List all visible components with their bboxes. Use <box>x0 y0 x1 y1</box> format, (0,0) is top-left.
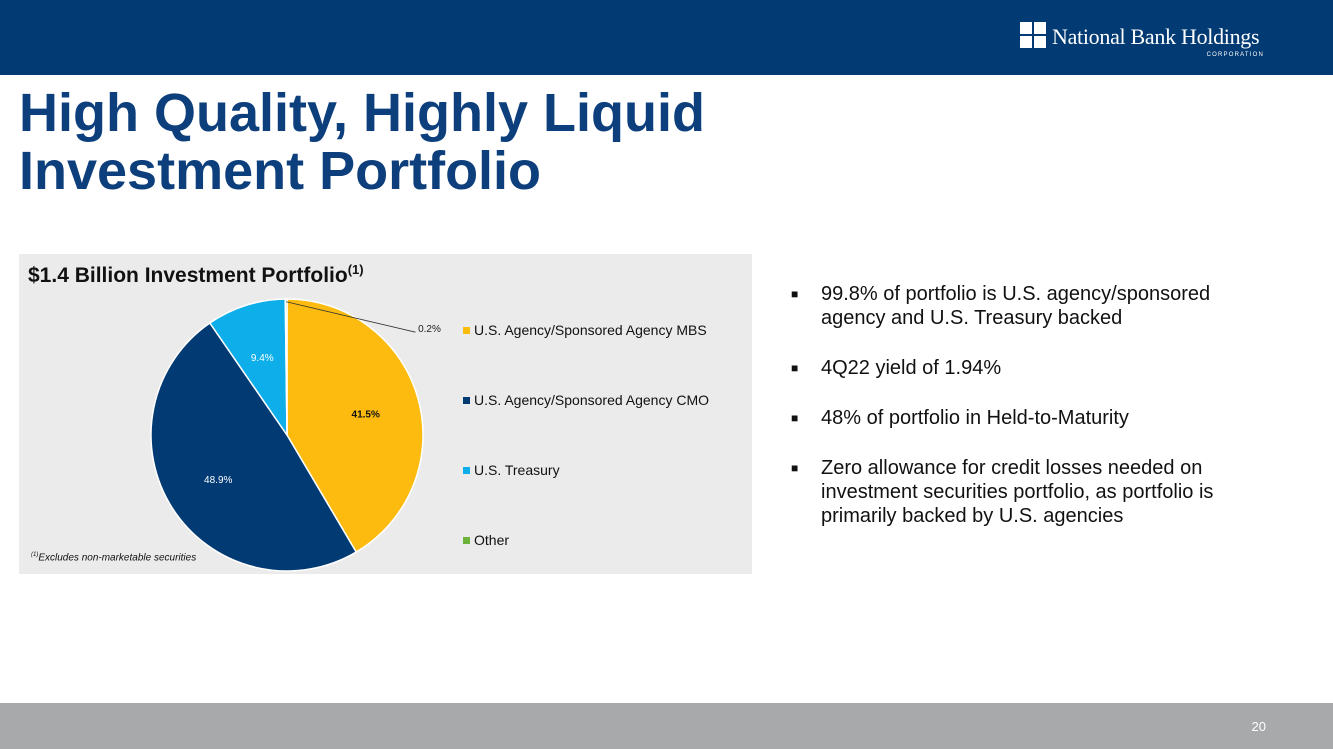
logo-squares-icon <box>1020 22 1046 48</box>
legend-label: U.S. Treasury <box>474 462 560 478</box>
bullet-text: Zero allowance for credit losses needed … <box>821 457 1214 527</box>
bullet-text: 4Q22 yield of 1.94% <box>821 357 1002 379</box>
bullet-item: ■ Zero allowance for credit losses needed… <box>789 456 1259 528</box>
bullet-text: 99.8% of portfolio is U.S. agency/sponso… <box>821 283 1211 329</box>
footnote: (1)Excludes non-marketable securities <box>31 552 196 563</box>
pie-slice-other <box>284 298 288 436</box>
footnote-marker: (1) <box>31 552 39 558</box>
legend-item-other: Other <box>463 532 509 548</box>
bullet-square-icon: ■ <box>791 361 799 375</box>
bullet-item: ■ 99.8% of portfolio is U.S. agency/spons… <box>789 282 1259 330</box>
bullet-square-icon: ■ <box>791 287 799 301</box>
legend-label: U.S. Agency/Sponsored Agency CMO <box>474 392 710 408</box>
legend-swatch <box>463 396 470 404</box>
footnote-text: Excludes non-marketable securities <box>38 552 197 564</box>
bullet-text: 48% of portfolio in Held-to-Maturity <box>821 407 1129 429</box>
legend-item-cmo: U.S. Agency/Sponsored Agency CMO <box>463 392 709 408</box>
page-title: High Quality, Highly Liquid Investment P… <box>19 84 705 200</box>
bullet-item: ■ 4Q22 yield of 1.94% <box>789 356 1259 380</box>
chart-title-text: $1.4 Billion Investment Portfolio <box>28 264 348 287</box>
header-bar: National Bank Holdings CORPORATION <box>0 0 1333 75</box>
legend-item-treasury: U.S. Treasury <box>463 462 560 478</box>
bullet-square-icon: ■ <box>791 411 799 425</box>
company-logo: National Bank Holdings CORPORATION <box>1020 20 1270 64</box>
pie-label-mbs: 41.5% <box>352 409 380 420</box>
legend-label: Other <box>474 532 510 548</box>
pie-label-cmo: 48.9% <box>204 475 232 486</box>
pie-chart: 41.5% 48.9% 9.4% 0.2% <box>150 298 441 572</box>
page-title-line2: Investment Portfolio <box>19 141 542 201</box>
logo-subtitle: CORPORATION <box>1206 52 1264 58</box>
pie-slice-treasury <box>208 298 288 438</box>
legend-swatch <box>463 466 470 474</box>
legend-item-mbs: U.S. Agency/Sponsored Agency MBS <box>463 322 707 338</box>
chart-panel: $1.4 Billion Investment Portfolio(1) 41.… <box>19 254 752 574</box>
chart-title: $1.4 Billion Investment Portfolio(1) <box>28 262 364 288</box>
bullet-square-icon: ■ <box>791 461 799 475</box>
logo-name: National Bank Holdings <box>1052 24 1260 49</box>
legend-label: U.S. Agency/Sponsored Agency MBS <box>474 322 707 338</box>
chart-title-superscript: (1) <box>347 262 364 277</box>
page-title-line1: High Quality, Highly Liquid <box>19 83 705 143</box>
pie-slice-mbs <box>286 298 424 554</box>
key-points-list: ■ 99.8% of portfolio is U.S. agency/spons… <box>789 282 1259 554</box>
bullet-item: ■ 48% of portfolio in Held-to-Maturity <box>789 406 1259 430</box>
pie-callout-line-other <box>286 301 416 333</box>
legend-swatch <box>463 536 470 544</box>
page-number: 20 <box>1251 719 1266 734</box>
legend-swatch <box>463 326 470 334</box>
footer-bar: 20 <box>0 703 1333 749</box>
pie-label-treasury: 9.4% <box>251 353 274 364</box>
pie-slice-cmo <box>150 321 358 572</box>
pie-label-other: 0.2% <box>418 324 441 335</box>
